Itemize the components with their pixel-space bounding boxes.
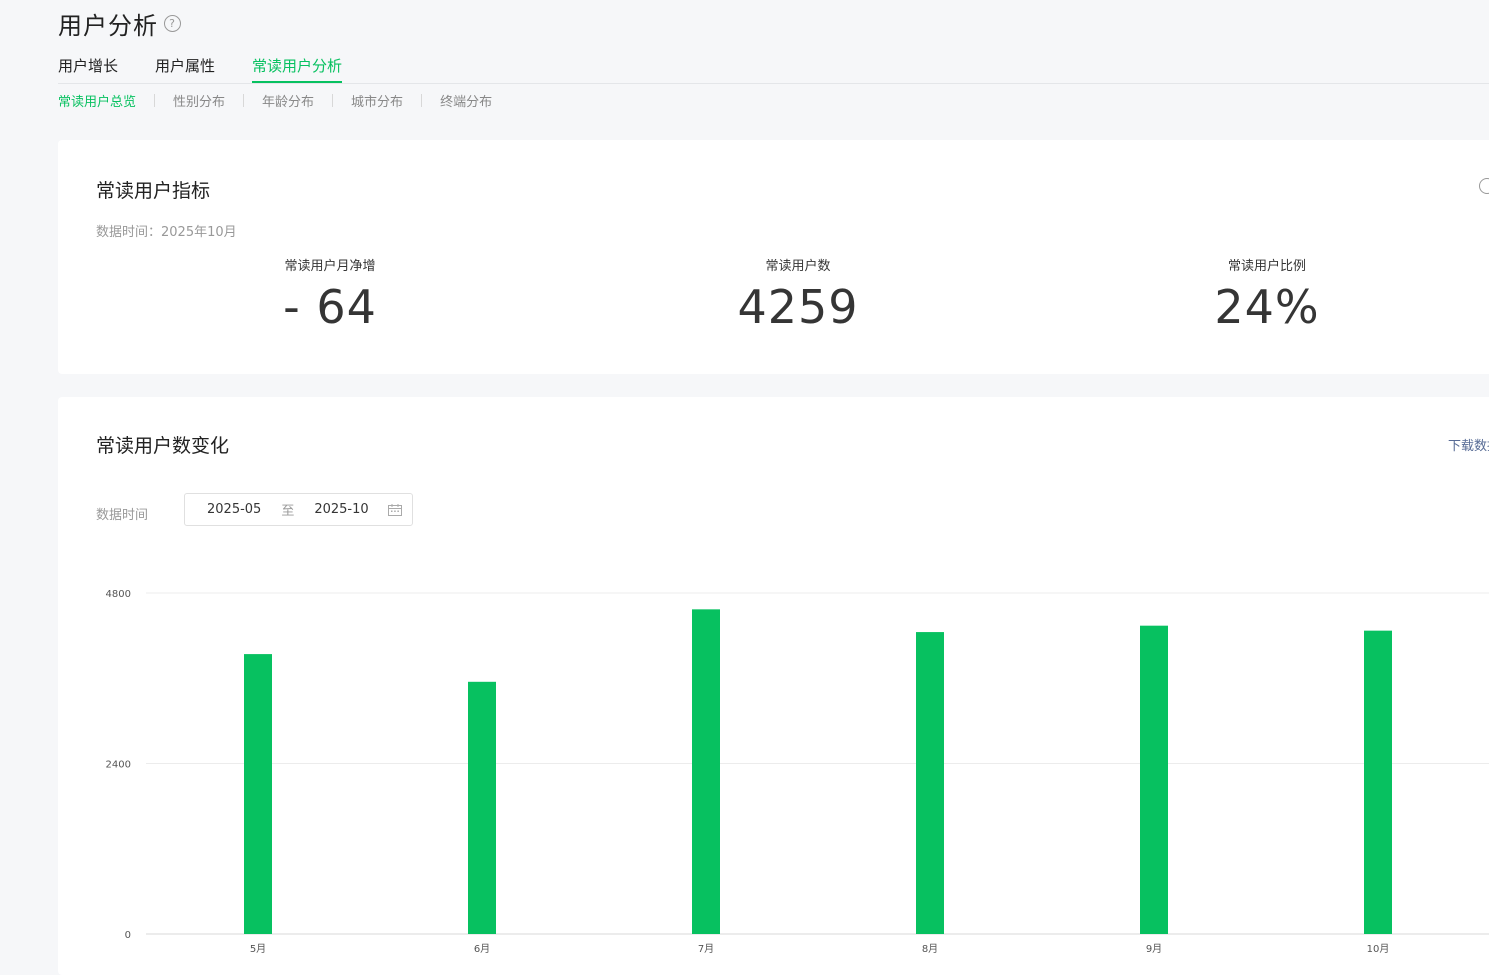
metrics-data-time: 数据时间：2025年10月 — [96, 225, 237, 240]
metrics-card-title: 常读用户指标 — [96, 180, 211, 202]
metric-net-growth: 常读用户月净增 - 64 — [180, 255, 480, 334]
divider — [154, 94, 156, 107]
divider — [421, 94, 423, 107]
date-range-label: 数据时间 — [96, 508, 149, 523]
main-tabs: 用户增长 用户属性 常读用户分析 — [58, 55, 1489, 84]
y-tick-label: 4800 — [106, 589, 131, 600]
help-icon[interactable]: ? — [164, 15, 181, 32]
x-tick-label: 8月 — [922, 943, 938, 955]
trend-card-title: 常读用户数变化 — [96, 435, 230, 457]
subtab-city[interactable]: 城市分布 — [351, 95, 404, 110]
info-icon[interactable] — [1479, 178, 1489, 194]
x-tick-label: 10月 — [1367, 943, 1390, 955]
user-count-bar-chart: 0 2400 4800 5月 6月 7月 8月 9月 10月 — [106, 589, 1489, 955]
download-data-link[interactable]: 下载数据 — [1448, 439, 1489, 454]
tab-user-attributes[interactable]: 用户属性 — [155, 57, 216, 75]
tab-user-growth[interactable]: 用户增长 — [58, 57, 119, 75]
calendar-icon[interactable] — [388, 504, 402, 516]
subtab-gender[interactable]: 性别分布 — [173, 95, 226, 110]
metric-value: 4259 — [737, 280, 859, 334]
range-end-value[interactable]: 2025-10 — [314, 502, 369, 517]
metrics-card: 常读用户指标 数据时间：2025年10月 常读用户月净增 - 64 常读用户数 … — [58, 140, 1489, 374]
metric-user-ratio: 常读用户比例 24% — [1117, 255, 1417, 334]
subtab-overview[interactable]: 常读用户总览 — [58, 95, 137, 110]
x-tick-label: 7月 — [698, 943, 714, 955]
bar[interactable] — [468, 681, 496, 934]
bar[interactable] — [916, 632, 944, 934]
metric-value: 24% — [1214, 280, 1320, 334]
range-start-value[interactable]: 2025-05 — [207, 502, 262, 517]
bar[interactable] — [692, 609, 720, 934]
bar[interactable] — [1140, 625, 1168, 934]
metric-label: 常读用户比例 — [1227, 259, 1306, 274]
x-tick-label: 9月 — [1146, 943, 1162, 955]
bar[interactable] — [244, 654, 272, 934]
date-range-picker[interactable]: 2025-05 至 2025-10 — [184, 493, 413, 526]
divider — [243, 94, 245, 107]
metric-label: 常读用户数 — [765, 259, 831, 274]
subtab-device[interactable]: 终端分布 — [440, 95, 493, 110]
x-tick-label: 6月 — [474, 943, 490, 955]
y-tick-label: 0 — [125, 930, 131, 941]
sub-tabs: 常读用户总览 性别分布 年龄分布 城市分布 终端分布 — [58, 91, 492, 110]
divider — [332, 94, 334, 107]
metric-label: 常读用户月净增 — [284, 259, 376, 274]
tab-frequent-user-analysis[interactable]: 常读用户分析 — [252, 55, 343, 83]
page-title: 用户分析 ? — [58, 6, 181, 41]
y-tick-label: 2400 — [106, 760, 131, 771]
x-tick-label: 5月 — [250, 943, 266, 955]
page-title-text: 用户分析 — [58, 12, 158, 40]
subtab-age[interactable]: 年龄分布 — [262, 95, 315, 110]
metric-value: - 64 — [283, 280, 377, 334]
range-separator: 至 — [281, 504, 295, 519]
bar[interactable] — [1364, 630, 1392, 934]
metric-user-count: 常读用户数 4259 — [648, 255, 948, 334]
trend-card: 常读用户数变化 下载数据 数据时间 2025-05 至 2025-10 0 240… — [58, 397, 1489, 975]
